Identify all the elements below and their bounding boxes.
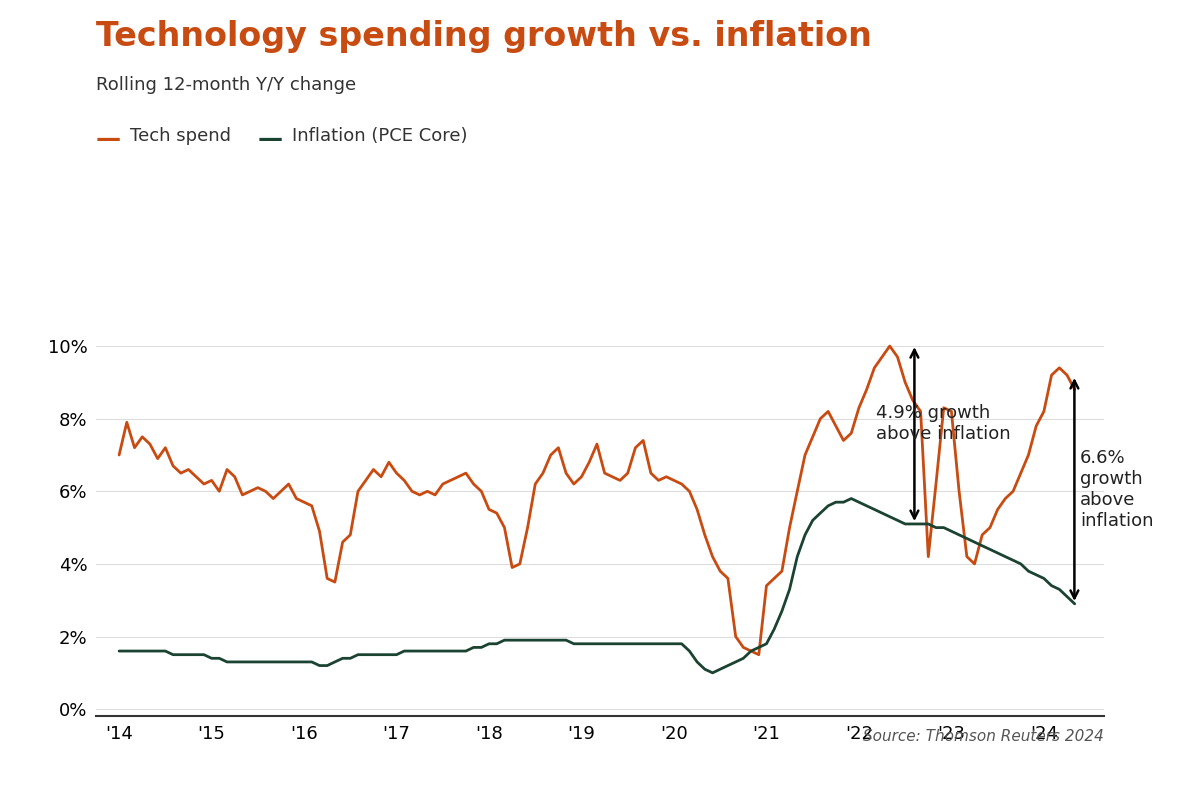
Text: 6.6%
growth
above
inflation: 6.6% growth above inflation <box>1080 449 1153 529</box>
Text: Source: Thomson Reuters 2024: Source: Thomson Reuters 2024 <box>863 729 1104 744</box>
Text: Tech spend: Tech spend <box>130 127 230 146</box>
Text: Rolling 12-month Y/Y change: Rolling 12-month Y/Y change <box>96 76 356 94</box>
Text: Technology spending growth vs. inflation: Technology spending growth vs. inflation <box>96 20 872 53</box>
Text: Inflation (PCE Core): Inflation (PCE Core) <box>292 127 467 146</box>
Text: 4.9% growth
above inflation: 4.9% growth above inflation <box>876 404 1010 443</box>
Text: —: — <box>96 127 121 151</box>
Text: —: — <box>258 127 283 151</box>
